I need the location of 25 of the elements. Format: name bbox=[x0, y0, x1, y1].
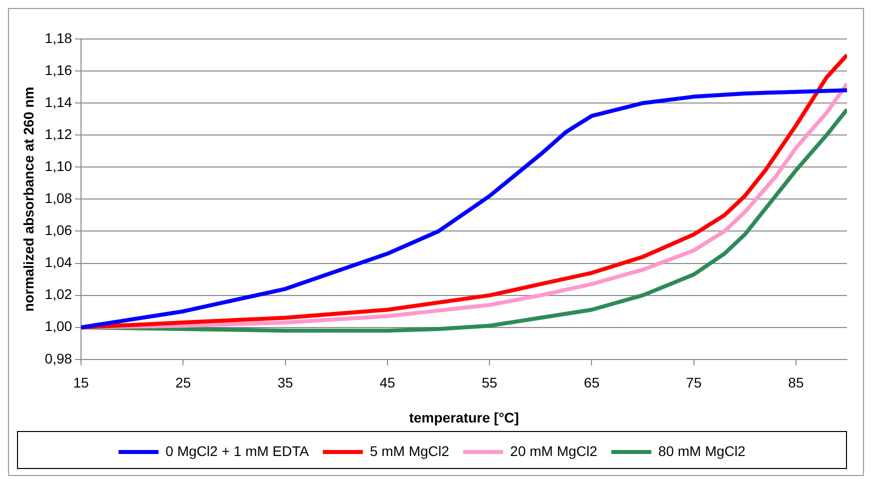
x-tick-label: 65 bbox=[584, 374, 600, 391]
x-tick-label: 15 bbox=[73, 374, 90, 391]
x-axis-title: temperature [°C] bbox=[409, 409, 519, 426]
legend-label: 20 mM MgCl2 bbox=[510, 442, 598, 459]
x-tick-label: 45 bbox=[380, 374, 396, 391]
y-tick-label: 1,04 bbox=[44, 254, 72, 270]
y-tick-label: 1,02 bbox=[44, 286, 72, 302]
x-tick-label: 35 bbox=[278, 374, 294, 391]
y-tick-label: 1,16 bbox=[44, 62, 72, 78]
legend-label: 80 mM MgCl2 bbox=[658, 442, 746, 459]
y-tick-label: 1,18 bbox=[44, 30, 72, 46]
x-tick-label: 25 bbox=[175, 374, 192, 391]
y-tick-label: 1,14 bbox=[44, 94, 72, 110]
x-tick-label: 85 bbox=[788, 374, 804, 391]
y-tick-label: 1,08 bbox=[44, 190, 72, 206]
y-tick-label: 1,12 bbox=[44, 126, 72, 142]
y-tick-label: 1,06 bbox=[44, 222, 72, 238]
y-axis-title: normalized absorbance at 260 nm bbox=[20, 86, 36, 312]
x-tick-label: 55 bbox=[482, 374, 498, 391]
legend-label: 0 MgCl2 + 1 mM EDTA bbox=[166, 442, 310, 459]
x-tick-label: 75 bbox=[686, 374, 702, 391]
legend-label: 5 mM MgCl2 bbox=[370, 442, 450, 459]
y-tick-label: 0,98 bbox=[44, 350, 72, 366]
y-tick-label: 1,00 bbox=[44, 318, 72, 334]
y-tick-label: 1,10 bbox=[44, 158, 72, 174]
